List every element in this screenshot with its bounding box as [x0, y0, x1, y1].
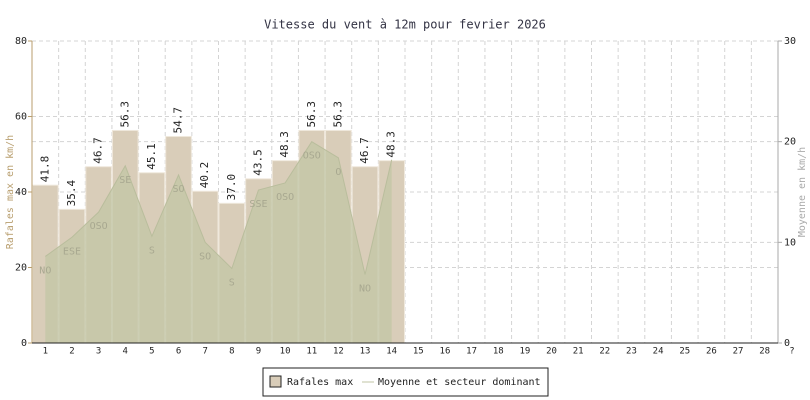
x-tick-label: 22 — [599, 347, 610, 357]
x-tick-label: 15 — [413, 347, 424, 357]
y-tick-label: 80 — [15, 36, 27, 47]
direction-label: SE — [119, 175, 131, 186]
value-label: 41.8 — [38, 156, 51, 183]
x-tick-label: 4 — [123, 347, 128, 357]
direction-label: OSO — [276, 192, 294, 203]
x-tick-label: 19 — [519, 347, 530, 357]
value-label: 56.3 — [331, 101, 344, 128]
y2-axis-title: Moyenne en km/h — [797, 147, 808, 237]
value-label: 56.3 — [118, 101, 131, 128]
value-label: 45.1 — [145, 143, 158, 170]
y2-tick-label: 30 — [784, 36, 796, 47]
direction-label: ESE — [63, 246, 81, 257]
x-tick-label: 27 — [733, 347, 744, 357]
x-tick-label: 7 — [202, 347, 207, 357]
value-label: 48.3 — [385, 131, 398, 158]
x-tick-label: 6 — [176, 347, 181, 357]
legend — [262, 367, 549, 397]
area-fill — [45, 141, 392, 343]
x-tick-label: 3 — [96, 347, 101, 357]
y-tick-label: 0 — [21, 338, 27, 349]
x-tick-label: 25 — [679, 347, 690, 357]
direction-label: SSE — [249, 199, 267, 210]
x-tick-label: 21 — [573, 347, 584, 357]
x-tick-label: 11 — [306, 347, 317, 357]
direction-label: O — [335, 167, 341, 178]
legend-label: Moyenne et secteur dominant — [378, 377, 541, 388]
y-tick-label: 60 — [15, 112, 27, 123]
direction-label: OSO — [90, 221, 108, 232]
y2-tick-label: 20 — [784, 137, 796, 148]
value-label: 46.7 — [358, 137, 371, 164]
y-tick-label: 40 — [15, 187, 27, 198]
x-tick-label: 12 — [333, 347, 344, 357]
x-tick-label: 1 — [43, 347, 48, 357]
y2-tick-label: 0 — [784, 338, 790, 349]
y-tick-label: 20 — [15, 263, 27, 274]
value-label: 56.3 — [305, 101, 318, 128]
x-tick-label: 28 — [759, 347, 770, 357]
value-label: 48.3 — [278, 131, 291, 158]
value-label: 37.0 — [225, 174, 238, 201]
x-tick-label: 24 — [653, 347, 664, 357]
value-label: 35.4 — [65, 179, 78, 206]
value-label: 40.2 — [198, 162, 211, 189]
x-tick-label: 18 — [493, 347, 504, 357]
x-tick-label: 16 — [440, 347, 451, 357]
value-label: 46.7 — [92, 137, 105, 164]
x-tick-label: 17 — [466, 347, 477, 357]
x-tick-label: 14 — [386, 347, 397, 357]
chart-title: Vitesse du vent à 12m pour fevrier 2026 — [264, 18, 546, 32]
direction-label: NO — [39, 265, 51, 276]
legend-label: Rafales max — [287, 377, 353, 388]
x-tick-label: 8 — [229, 347, 234, 357]
x-tick-label: 9 — [256, 347, 261, 357]
x-end-label: ? — [789, 347, 794, 357]
x-tick-label: 20 — [546, 347, 557, 357]
value-label: 43.5 — [251, 149, 264, 176]
x-tick-label: 2 — [69, 347, 74, 357]
direction-label: SO — [199, 251, 211, 262]
y-axis-title: Rafales max en km/h — [5, 135, 16, 249]
x-tick-label: 5 — [149, 347, 154, 357]
x-tick-label: 13 — [360, 347, 371, 357]
x-tick-label: 26 — [706, 347, 717, 357]
direction-label: S — [149, 245, 155, 256]
direction-label: NO — [359, 284, 371, 295]
y2-tick-label: 10 — [784, 237, 796, 248]
direction-label: S — [229, 278, 235, 289]
direction-label: SO — [173, 184, 185, 195]
x-tick-label: 10 — [280, 347, 291, 357]
value-label: 54.7 — [172, 107, 185, 134]
legend-swatch — [269, 375, 282, 388]
area-line — [45, 140, 393, 275]
direction-label: OSO — [303, 151, 321, 162]
x-tick-label: 23 — [626, 347, 637, 357]
